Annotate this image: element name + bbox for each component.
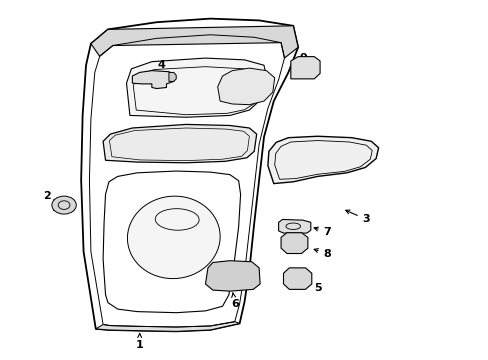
Polygon shape [278, 220, 310, 233]
Polygon shape [103, 125, 256, 163]
Polygon shape [126, 58, 267, 117]
Text: 3: 3 [345, 210, 369, 224]
Polygon shape [168, 72, 176, 81]
Text: 5: 5 [306, 282, 321, 293]
Polygon shape [132, 71, 173, 89]
Circle shape [52, 196, 76, 214]
Polygon shape [103, 171, 240, 313]
Polygon shape [81, 19, 298, 331]
Polygon shape [96, 321, 239, 331]
Ellipse shape [127, 196, 220, 279]
Text: 8: 8 [313, 248, 330, 258]
Polygon shape [217, 68, 274, 105]
Polygon shape [91, 26, 298, 58]
Text: 2: 2 [43, 191, 61, 203]
Polygon shape [281, 233, 307, 253]
Polygon shape [290, 57, 320, 79]
Text: 6: 6 [230, 293, 238, 309]
Text: 4: 4 [157, 60, 167, 76]
Text: 9: 9 [299, 53, 306, 69]
Polygon shape [283, 268, 311, 289]
Polygon shape [205, 261, 260, 291]
Polygon shape [267, 136, 378, 184]
Text: 1: 1 [136, 334, 143, 350]
Text: 7: 7 [313, 227, 330, 237]
